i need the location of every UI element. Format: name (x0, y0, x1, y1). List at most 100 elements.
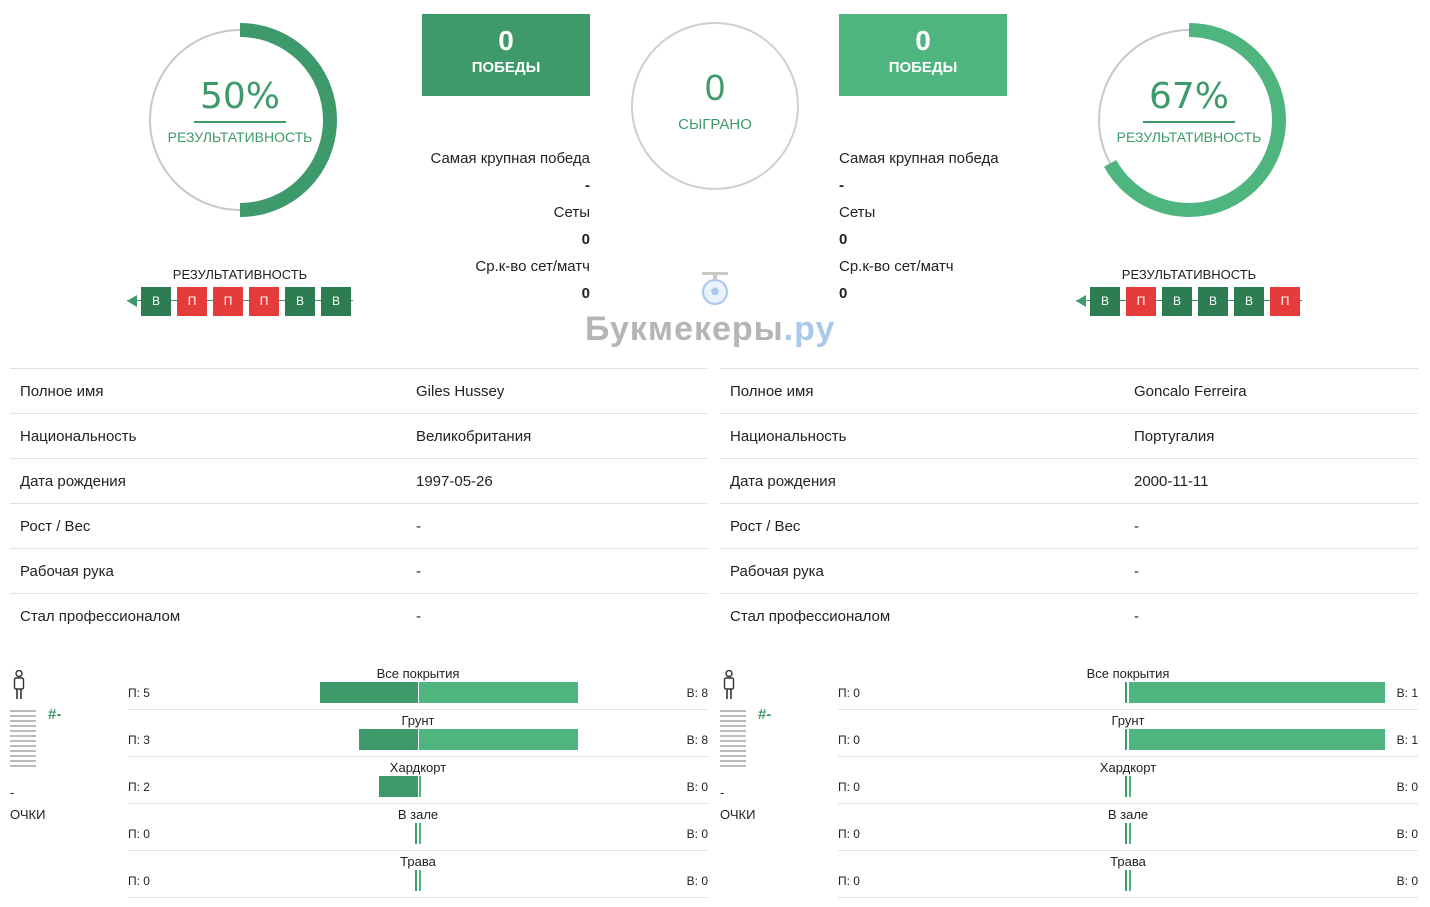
right-surface-center-tick (1125, 729, 1131, 750)
right-wins-box: 0 ПОБЕДЫ (839, 14, 1007, 96)
right-surface-wins: В: 0 (1396, 874, 1418, 888)
left-surface-wins: В: 8 (686, 686, 708, 700)
right-surface-losses: П: 0 (838, 874, 860, 888)
right-info-value: Goncalo Ferreira (1134, 383, 1247, 400)
left-surface-losses: П: 0 (128, 874, 150, 888)
left-info-row: Стал профессионалом - (10, 593, 708, 638)
right-info-value: Португалия (1134, 428, 1215, 445)
right-rank: #- - ОЧКИ (720, 670, 820, 830)
rank-stripes (720, 710, 746, 770)
left-surface-row: Все покрытия П: 5 В: 8 (128, 663, 708, 710)
left-surface-losses: П: 2 (128, 780, 150, 794)
left-form-result[interactable]: П (249, 287, 279, 316)
left-rank: #- - ОЧКИ (10, 670, 110, 830)
left-info-value: Великобритания (416, 428, 532, 445)
left-efficiency-ring (149, 23, 337, 217)
right-info-key: Рост / Вес (730, 518, 801, 535)
left-surface-wins: В: 0 (686, 874, 708, 888)
left-form-result[interactable]: В (285, 287, 315, 316)
left-surface-row: В зале П: 0 В: 0 (128, 804, 708, 851)
right-surface-row: Грунт П: 0 В: 1 (838, 710, 1418, 757)
played-label: СЫГРАНО (678, 116, 752, 133)
right-stat-avg-sets-value: 0 (839, 285, 848, 302)
left-rank-hash: #- (48, 706, 62, 723)
played-count: 0 (704, 67, 726, 108)
right-info-key: Национальность (730, 428, 847, 445)
right-stat-sets-label: Сеты (839, 204, 876, 221)
right-info-row: Стал профессионалом - (720, 593, 1418, 638)
left-info-key: Рабочая рука (20, 563, 114, 580)
left-stat-biggest-win-value: - (585, 177, 590, 194)
left-surface-wins: В: 8 (686, 733, 708, 747)
right-form-result[interactable]: П (1270, 287, 1300, 316)
left-info-key: Рост / Вес (20, 518, 91, 535)
right-surface-row: В зале П: 0 В: 0 (838, 804, 1418, 851)
right-surface-center-tick (1125, 870, 1131, 891)
left-efficiency-text: 50% РЕЗУЛЬТАТИВНОСТЬ (140, 76, 340, 145)
right-surface-wins: В: 1 (1396, 686, 1418, 700)
right-form-result[interactable]: В (1162, 287, 1192, 316)
left-efficiency-arc (239, 23, 337, 217)
left-stat-avg-sets-label: Ср.к-во сет/матч (475, 258, 590, 275)
right-surface-name: В зале (1107, 807, 1149, 822)
right-stats: Самая крупная победа - Сеты 0 Ср.к-во се… (839, 150, 1039, 312)
left-wins-count: 0 (498, 25, 514, 56)
right-form-result[interactable]: В (1234, 287, 1264, 316)
right-surface-losses: П: 0 (838, 686, 860, 700)
left-surface-center-tick (415, 823, 421, 844)
right-surface-losses: П: 0 (838, 827, 860, 841)
left-info-value: - (416, 518, 421, 535)
right-form-title: РЕЗУЛЬТАТИВНОСТЬ (1121, 267, 1257, 282)
left-info-key: Национальность (20, 428, 137, 445)
right-info-row: Полное имя Goncalo Ferreira (720, 368, 1418, 413)
right-info-value: - (1134, 518, 1139, 535)
right-form-result[interactable]: В (1198, 287, 1228, 316)
right-efficiency-ring (1098, 23, 1286, 217)
left-surface-losses-bar (319, 682, 418, 703)
left-surface-row: Трава П: 0 В: 0 (128, 851, 708, 898)
left-form-result[interactable]: В (321, 287, 351, 316)
left-form-result[interactable]: П (213, 287, 243, 316)
right-form-result[interactable]: В (1090, 287, 1120, 316)
right-surface-row: Хардкорт П: 0 В: 0 (838, 757, 1418, 804)
right-surface-losses: П: 0 (838, 780, 860, 794)
right-surface-name: Трава (1110, 854, 1146, 869)
right-surface-center-tick (1125, 823, 1131, 844)
left-info-value: Giles Hussey (416, 383, 505, 400)
watermark: Букмекеры.ру (585, 310, 835, 349)
left-form-result[interactable]: В (141, 287, 171, 316)
right-info-row: Дата рождения 2000-11-11 (720, 458, 1418, 503)
left-surface-losses-bar (378, 776, 418, 797)
arrow-left-icon (127, 295, 137, 307)
left-surface-name: Все покрытия (376, 666, 460, 681)
left-surface-name: В зале (397, 807, 439, 822)
soccer-ball-icon (702, 272, 728, 305)
right-stat-avg-sets-label: Ср.к-во сет/матч (839, 258, 954, 275)
right-form-result[interactable]: П (1126, 287, 1156, 316)
left-info-row: Рабочая рука - (10, 548, 708, 593)
left-info-row: Рост / Вес - (10, 503, 708, 548)
right-info-row: Национальность Португалия (720, 413, 1418, 458)
left-efficiency-divider (194, 121, 286, 123)
left-surface-center-tick (415, 776, 421, 797)
left-stat-avg-sets-value: 0 (581, 285, 590, 302)
right-info-key: Полное имя (730, 383, 814, 400)
left-surface-losses-bar (358, 729, 418, 750)
left-info-key: Полное имя (20, 383, 104, 400)
right-info-row: Рост / Вес - (720, 503, 1418, 548)
left-info-value: - (416, 563, 421, 580)
left-info-value: - (416, 608, 421, 625)
left-stat-biggest-win-label: Самая крупная победа (430, 150, 590, 167)
left-form-result[interactable]: П (177, 287, 207, 316)
left-info-row: Полное имя Giles Hussey (10, 368, 708, 413)
right-surface-losses: П: 0 (838, 733, 860, 747)
right-surface-name: Хардкорт (1099, 760, 1157, 775)
right-info-value: - (1134, 608, 1139, 625)
right-info-key: Стал профессионалом (730, 608, 891, 625)
left-rank-points: - (10, 785, 15, 800)
watermark-suffix: .ру (783, 310, 836, 348)
left-info-key: Стал профессионалом (20, 608, 181, 625)
left-info-key: Дата рождения (20, 473, 126, 490)
played-circle: 0 СЫГРАНО (631, 22, 799, 190)
